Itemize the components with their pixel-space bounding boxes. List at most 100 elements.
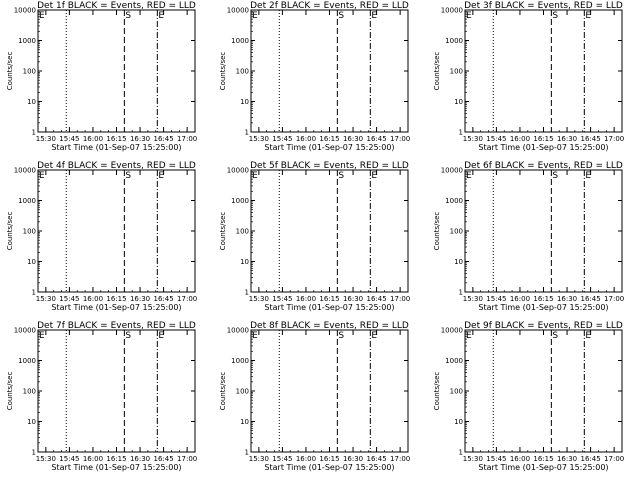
marker-label: E bbox=[466, 171, 472, 181]
y-tick-label: 10 bbox=[240, 98, 249, 106]
y-tick-label: 10 bbox=[454, 98, 463, 106]
marker-label: E bbox=[466, 11, 472, 21]
panel-title: Det 4f BLACK = Events, RED = LLD bbox=[37, 161, 196, 171]
x-tick-label: 16:00 bbox=[296, 455, 316, 463]
y-tick-label: 1000 bbox=[231, 37, 249, 45]
y-axis-label: Counts/sec bbox=[219, 372, 227, 411]
marker-label: E bbox=[252, 171, 258, 181]
x-tick-label: 15:30 bbox=[249, 295, 269, 303]
y-tick-label: 100 bbox=[236, 228, 249, 236]
y-tick-label: 1000 bbox=[18, 197, 36, 205]
x-tick-label: 16:30 bbox=[343, 135, 363, 143]
x-tick-label: 17:00 bbox=[604, 455, 624, 463]
y-tick-label: 10000 bbox=[441, 167, 463, 175]
marker-label: S bbox=[552, 331, 558, 341]
y-tick-label: 10000 bbox=[441, 327, 463, 335]
x-tick-label: 16:15 bbox=[106, 455, 126, 463]
x-tick-label: 15:45 bbox=[486, 455, 506, 463]
marker-label: E bbox=[39, 11, 45, 21]
y-axis-label: Counts/sec bbox=[433, 212, 441, 251]
y-tick-label: 100 bbox=[450, 228, 463, 236]
detector-panel-5: Det 5f BLACK = Events, RED = LLD 1 10 100 10… bbox=[219, 161, 410, 312]
y-tick-label: 1000 bbox=[18, 37, 36, 45]
marker-label: E bbox=[39, 171, 45, 181]
marker-label: E bbox=[371, 11, 377, 21]
x-tick-label: 15:45 bbox=[486, 135, 506, 143]
x-tick-label: 15:45 bbox=[272, 295, 292, 303]
y-tick-label: 1 bbox=[245, 129, 249, 137]
x-tick-label: 15:30 bbox=[463, 295, 483, 303]
plot-frame bbox=[37, 9, 196, 133]
x-axis-label: Start Time (01-Sep-07 15:25:00) bbox=[51, 463, 181, 472]
y-axis-label: Counts/sec bbox=[6, 372, 14, 411]
y-axis-label: Counts/sec bbox=[219, 212, 227, 251]
x-tick-label: 16:00 bbox=[83, 455, 103, 463]
marker-label: E bbox=[158, 11, 164, 21]
x-tick-label: 16:15 bbox=[319, 295, 339, 303]
x-tick-label: 16:45 bbox=[581, 135, 601, 143]
y-tick-label: 1 bbox=[32, 289, 36, 297]
x-axis-label: Start Time (01-Sep-07 15:25:00) bbox=[478, 303, 608, 312]
y-tick-label: 10000 bbox=[227, 167, 249, 175]
x-tick-label: 16:30 bbox=[130, 295, 150, 303]
panel-title: Det 2f BLACK = Events, RED = LLD bbox=[250, 1, 409, 11]
y-axis-label: Counts/sec bbox=[433, 52, 441, 91]
x-tick-label: 17:00 bbox=[390, 455, 410, 463]
x-tick-label: 15:30 bbox=[36, 295, 56, 303]
detector-panel-3: Det 3f BLACK = Events, RED = LLD 1 10 100 10… bbox=[433, 1, 624, 152]
panel-title: Det 1f BLACK = Events, RED = LLD bbox=[37, 1, 196, 11]
x-tick-label: 17:00 bbox=[177, 295, 197, 303]
x-tick-label: 16:45 bbox=[581, 295, 601, 303]
y-tick-label: 10 bbox=[27, 98, 36, 106]
marker-label: E bbox=[158, 171, 164, 181]
x-tick-label: 16:30 bbox=[343, 295, 363, 303]
y-tick-label: 1 bbox=[245, 449, 249, 457]
x-tick-label: 16:45 bbox=[581, 455, 601, 463]
x-tick-label: 17:00 bbox=[604, 295, 624, 303]
y-axis-label: Counts/sec bbox=[433, 372, 441, 411]
x-tick-label: 16:45 bbox=[367, 295, 387, 303]
x-tick-label: 17:00 bbox=[390, 295, 410, 303]
x-tick-label: 15:30 bbox=[249, 135, 269, 143]
y-tick-label: 10000 bbox=[14, 167, 36, 175]
x-tick-label: 16:45 bbox=[154, 455, 174, 463]
marker-label: E bbox=[371, 331, 377, 341]
x-tick-label: 16:00 bbox=[510, 455, 530, 463]
x-tick-label: 15:30 bbox=[36, 455, 56, 463]
y-tick-label: 1000 bbox=[231, 197, 249, 205]
x-tick-label: 16:45 bbox=[367, 135, 387, 143]
y-tick-label: 1 bbox=[32, 449, 36, 457]
detector-panel-6: Det 6f BLACK = Events, RED = LLD 1 10 100 10… bbox=[433, 161, 624, 312]
plot-frame bbox=[464, 329, 623, 453]
x-tick-label: 15:30 bbox=[463, 135, 483, 143]
detector-panel-9: Det 9f BLACK = Events, RED = LLD 1 10 100 10… bbox=[433, 321, 624, 472]
y-tick-label: 1 bbox=[459, 449, 463, 457]
x-tick-label: 15:30 bbox=[249, 455, 269, 463]
x-tick-label: 16:00 bbox=[296, 295, 316, 303]
x-tick-label: 16:30 bbox=[557, 455, 577, 463]
y-tick-label: 10000 bbox=[14, 327, 36, 335]
x-axis-label: Start Time (01-Sep-07 15:25:00) bbox=[51, 303, 181, 312]
marker-label: E bbox=[252, 331, 258, 341]
x-axis-label: Start Time (01-Sep-07 15:25:00) bbox=[51, 143, 181, 152]
x-axis-label: Start Time (01-Sep-07 15:25:00) bbox=[478, 143, 608, 152]
x-tick-label: 16:00 bbox=[83, 295, 103, 303]
x-tick-label: 16:30 bbox=[343, 455, 363, 463]
y-tick-label: 1000 bbox=[18, 357, 36, 365]
y-tick-label: 100 bbox=[450, 388, 463, 396]
x-tick-label: 15:45 bbox=[272, 135, 292, 143]
y-tick-label: 10000 bbox=[227, 327, 249, 335]
y-tick-label: 1000 bbox=[445, 197, 463, 205]
x-tick-label: 16:45 bbox=[154, 295, 174, 303]
y-axis-label: Counts/sec bbox=[6, 212, 14, 251]
plot-frame bbox=[250, 169, 409, 293]
x-tick-label: 17:00 bbox=[390, 135, 410, 143]
x-tick-label: 15:45 bbox=[59, 295, 79, 303]
x-tick-label: 15:45 bbox=[59, 455, 79, 463]
x-axis-label: Start Time (01-Sep-07 15:25:00) bbox=[264, 303, 394, 312]
plot-frame bbox=[250, 9, 409, 133]
x-tick-label: 15:45 bbox=[486, 295, 506, 303]
y-tick-label: 1 bbox=[32, 129, 36, 137]
plot-frame bbox=[464, 9, 623, 133]
